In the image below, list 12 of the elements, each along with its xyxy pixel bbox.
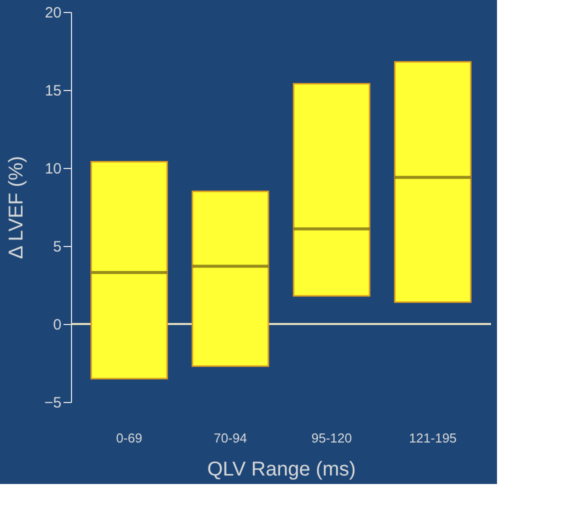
y-axis-title: Δ LVEF (%) [5,156,28,260]
x-tick-label: 121-195 [408,430,457,446]
y-tick-label: −5 [44,394,62,412]
y-tick-label: 10 [44,160,62,178]
y-tick-label: 15 [44,82,62,100]
y-tick-label: 0 [53,316,62,334]
y-tick-label: 20 [44,4,62,22]
x-tick-label: 95-120 [311,430,352,446]
x-tick-label: 0-69 [116,430,142,446]
y-tick-label: 5 [53,238,62,256]
x-tick-label: 70-94 [214,430,248,446]
x-axis-title: QLV Range (ms) [207,458,356,480]
